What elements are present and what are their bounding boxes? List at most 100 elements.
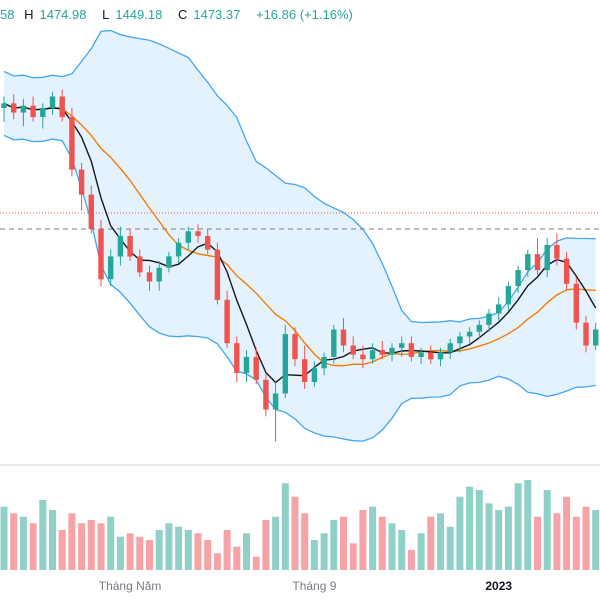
candle-body	[282, 334, 288, 394]
volume-bar	[0, 506, 8, 570]
candle-body	[447, 343, 453, 353]
candle-body	[563, 258, 570, 284]
volume-bar	[146, 540, 153, 570]
volume-bar	[155, 530, 163, 570]
candle-body	[20, 105, 27, 113]
bollinger-bands	[3, 29, 596, 442]
volume-bar	[437, 513, 444, 570]
x-tick-label: 2023	[485, 579, 512, 593]
volume-bar	[252, 556, 260, 570]
volume-bar	[58, 530, 66, 570]
candle-body	[137, 256, 143, 273]
volume-bars	[0, 480, 600, 570]
volume-bar	[281, 483, 289, 570]
candle-body	[340, 329, 347, 346]
candle-body	[214, 249, 221, 300]
candle-body	[69, 117, 75, 170]
volume-bar	[456, 496, 464, 570]
volume-bar	[466, 486, 474, 570]
candlesticks	[1, 89, 599, 442]
volume-bar	[301, 513, 309, 570]
volume-bar	[184, 530, 192, 570]
candle-body	[496, 304, 502, 314]
low-key: L	[102, 7, 110, 22]
candle-body	[243, 356, 250, 373]
candle-body	[505, 286, 512, 305]
close-key: C	[177, 7, 188, 22]
candle-body	[350, 345, 356, 355]
volume-bar	[534, 516, 541, 570]
candle-body	[331, 329, 337, 357]
volume-bar	[233, 546, 241, 570]
candle-body	[466, 331, 473, 337]
volume-bar	[407, 550, 415, 570]
volume-bar	[39, 500, 47, 570]
volume-bar	[310, 540, 318, 570]
volume-bar	[592, 510, 600, 570]
high-key: H	[24, 7, 34, 22]
volume-bar	[359, 510, 367, 570]
candle-body	[30, 105, 36, 118]
candle-body	[593, 329, 599, 346]
open-value: 58	[0, 7, 15, 22]
high-value: 1474.98	[39, 7, 87, 22]
candle-body	[205, 235, 211, 250]
volume-bar	[49, 510, 56, 570]
volume-bar	[175, 526, 183, 570]
volume-bar	[553, 513, 561, 570]
volume-bar	[223, 530, 231, 570]
candle-body	[418, 352, 424, 357]
volume-bar	[320, 533, 328, 570]
candle-body	[515, 270, 521, 287]
volume-bar	[29, 523, 37, 570]
volume-bar	[194, 533, 202, 570]
candle-body	[292, 334, 298, 360]
volume-bar	[388, 523, 396, 570]
candle-body	[127, 235, 133, 257]
candle-body	[108, 256, 114, 280]
candle-body	[379, 350, 385, 355]
volume-bar	[68, 513, 76, 570]
volume-bar	[165, 523, 173, 570]
volume-bar	[126, 533, 134, 570]
candle-body	[59, 96, 65, 118]
candle-body	[175, 242, 182, 257]
candle-body	[40, 107, 46, 117]
candle-body	[1, 103, 7, 108]
volume-bar	[97, 523, 105, 570]
volume-bar	[504, 506, 512, 570]
volume-bar	[485, 503, 493, 570]
candle-body	[117, 235, 124, 257]
volume-bar	[10, 513, 18, 570]
moving-averages	[3, 102, 597, 384]
candle-body	[98, 229, 104, 280]
candle-body	[146, 272, 153, 282]
volume-bar	[107, 516, 115, 570]
candle-body	[78, 169, 85, 195]
candle-body	[49, 96, 56, 108]
ma-long-line	[3, 102, 596, 367]
candle-body	[234, 343, 240, 373]
candle-body	[408, 343, 415, 357]
x-tick-label: Tháng Năm	[99, 579, 162, 593]
candle-body	[476, 324, 482, 332]
volume-bar	[427, 516, 435, 570]
low-value: 1449.18	[115, 7, 163, 22]
bollinger-fill	[4, 30, 596, 442]
candle-body	[554, 245, 560, 259]
volume-bar	[291, 496, 299, 570]
volume-bar	[563, 496, 571, 570]
candle-body	[88, 194, 94, 229]
volume-bar	[330, 520, 338, 570]
volume-bar	[495, 510, 503, 570]
volume-bar	[378, 516, 386, 570]
volume-bar	[87, 520, 95, 570]
candle-body	[360, 354, 366, 360]
volume-bar	[475, 490, 483, 570]
change-value: +16.86 (+1.16%)	[255, 7, 353, 22]
candle-body	[437, 352, 444, 360]
volume-bar	[19, 516, 27, 570]
